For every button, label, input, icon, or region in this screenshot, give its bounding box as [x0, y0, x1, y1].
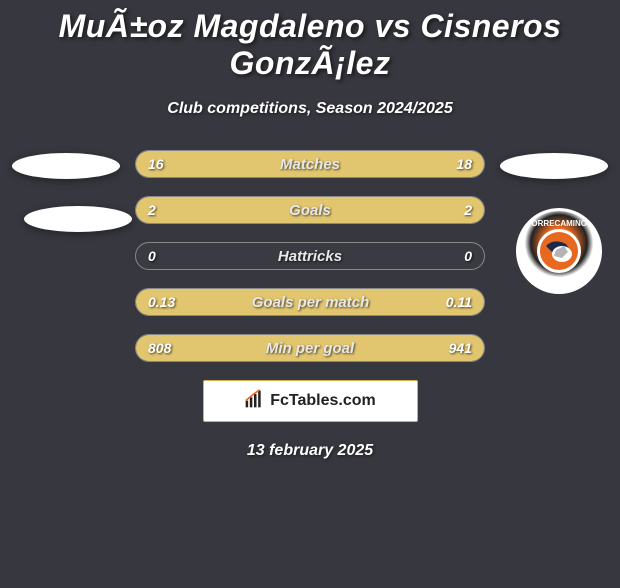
stat-row: 0 Hattricks 0 — [135, 242, 485, 270]
stat-value-left: 0 — [148, 248, 156, 264]
stat-value-right: 0 — [464, 248, 472, 264]
stat-value-right: 0.11 — [446, 294, 472, 310]
stat-row: 2 Goals 2 — [135, 196, 485, 224]
bar-chart-icon — [244, 389, 264, 414]
comparison-area: CORRECAMINOS 16 Matches 18 2 Goals 2 0 Hattrick… — [10, 148, 610, 460]
stat-row: 0.13 Goals per match 0.11 — [135, 288, 485, 316]
stat-label: Min per goal — [266, 340, 354, 357]
stat-label: Goals per match — [252, 294, 370, 311]
branding-text: FcTables.com — [270, 392, 376, 410]
stat-value-right: 2 — [464, 202, 472, 218]
stat-label: Goals — [289, 202, 331, 219]
stat-label: Hattricks — [278, 248, 342, 265]
page-container: MuÃ±oz Magdaleno vs Cisneros GonzÃ¡lez C… — [0, 8, 620, 460]
team-badge-right-label: CORRECAMINOS — [526, 219, 593, 228]
decorative-ellipse-left-1 — [12, 153, 120, 179]
stat-row: 16 Matches 18 — [135, 150, 485, 178]
stat-value-left: 2 — [148, 202, 156, 218]
stat-fill-left — [136, 197, 310, 223]
stat-value-right: 941 — [449, 340, 472, 356]
stat-row: 808 Min per goal 941 — [135, 334, 485, 362]
correcaminos-logo-icon — [534, 226, 584, 276]
stat-value-left: 16 — [148, 156, 164, 172]
page-title: MuÃ±oz Magdaleno vs Cisneros GonzÃ¡lez — [10, 8, 610, 82]
stat-fill-right — [310, 197, 484, 223]
decorative-ellipse-left-2 — [24, 206, 132, 232]
branding-box[interactable]: FcTables.com — [203, 380, 418, 422]
decorative-ellipse-right-1 — [500, 153, 608, 179]
footer-date: 13 february 2025 — [10, 442, 610, 460]
page-subtitle: Club competitions, Season 2024/2025 — [10, 100, 610, 118]
stat-value-left: 0.13 — [148, 294, 175, 310]
stat-rows: 16 Matches 18 2 Goals 2 0 Hattricks 0 0.13 Goals p… — [135, 148, 485, 362]
stat-value-right: 18 — [456, 156, 472, 172]
stat-value-left: 808 — [148, 340, 171, 356]
stat-label: Matches — [280, 156, 340, 173]
team-badge-right: CORRECAMINOS — [516, 208, 602, 294]
